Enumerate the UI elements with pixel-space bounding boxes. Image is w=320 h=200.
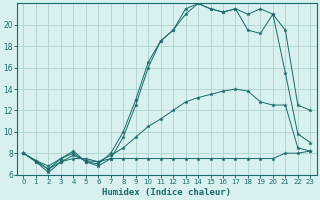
X-axis label: Humidex (Indice chaleur): Humidex (Indice chaleur)	[102, 188, 231, 197]
